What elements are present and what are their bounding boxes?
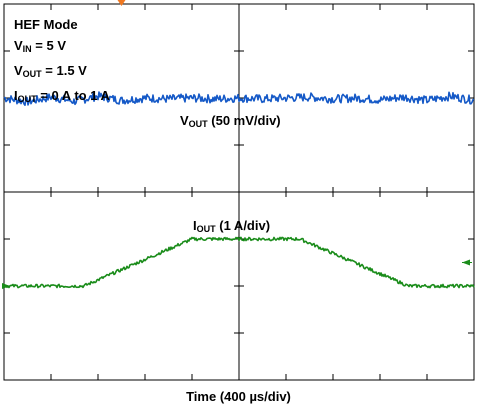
iout-channel-label: IOUT (1 A/div) <box>193 218 271 234</box>
test-conditions: HEF Mode VIN = 5 V VOUT = 1.5 V IOUT = 0… <box>14 14 110 110</box>
vout-channel-label: VOUT (50 mV/div) <box>180 113 281 129</box>
x-axis-label: Time (400 µs/div) <box>186 389 291 404</box>
trace-layer <box>3 91 475 289</box>
vout-trace <box>3 91 475 106</box>
graticule <box>3 3 475 381</box>
vin-label: VIN = 5 V <box>14 38 66 54</box>
trigger-marker <box>117 0 126 6</box>
marker-layer <box>2 0 472 289</box>
iout-trace <box>3 236 475 289</box>
iout-condition-label: IOUT = 0 A to 1 A <box>14 88 110 104</box>
iout-level-marker <box>2 283 10 289</box>
mode-label: HEF Mode <box>14 17 78 32</box>
vout-condition-label: VOUT = 1.5 V <box>14 63 87 79</box>
